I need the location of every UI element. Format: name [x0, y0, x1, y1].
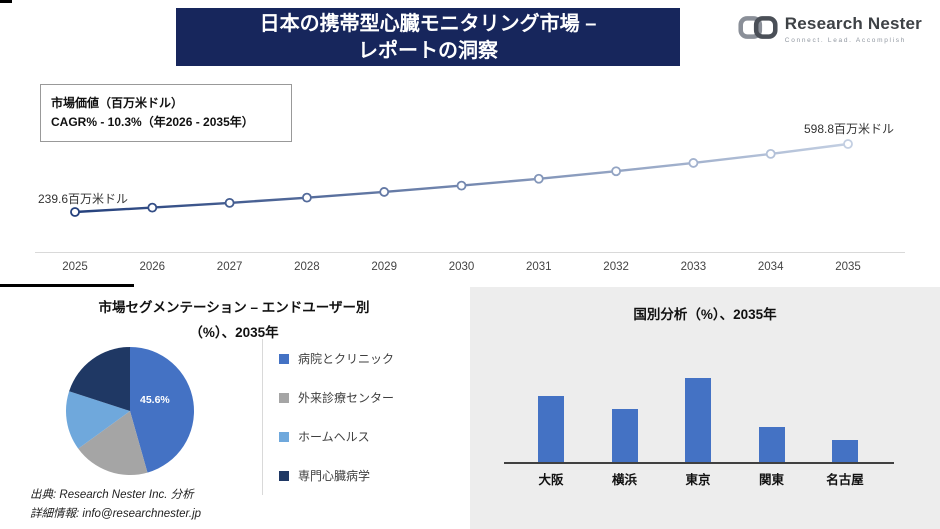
legend-swatch	[279, 470, 289, 481]
bar-3	[758, 426, 785, 462]
report-title-line2: レポートの洞察	[358, 40, 498, 62]
legend-item: 専門心臓病学	[279, 456, 460, 495]
line-point	[611, 166, 621, 177]
pie-slice-2	[65, 391, 130, 449]
pie-slice-0	[130, 347, 195, 473]
year-label: 2032	[603, 261, 629, 273]
legend-swatch	[279, 353, 289, 364]
legend-label: 病院とクリニック	[298, 352, 395, 366]
line-point	[765, 149, 776, 159]
year-label: 2035	[835, 261, 861, 273]
segmentation-title: 市場セグメンテーション – エンドユーザー別 （%）、2035年	[0, 295, 468, 345]
research-nester-logo: Research Nester Connect. Lead. Accomplis…	[738, 14, 922, 44]
contact-line: 詳細情報: info@researchnester.jp	[30, 508, 202, 520]
legend-item: 外来診療センター	[279, 378, 460, 417]
line-chart-svg	[70, 139, 853, 217]
pie-slice-1	[78, 411, 148, 476]
bar-category-label: 大阪	[538, 473, 564, 487]
year-label: 2033	[680, 261, 707, 273]
bar-chart-baseline	[504, 462, 894, 464]
legend-item: ホームヘルス	[279, 417, 460, 456]
year-label: 2026	[139, 261, 166, 273]
segmentation-panel: 市場セグメンテーション – エンドユーザー別 （%）、2035年 45.6% 病…	[0, 287, 468, 529]
year-label: 2030	[448, 261, 475, 273]
legend-label: 外来診療センター	[298, 391, 395, 405]
logo-name: Research Nester	[784, 14, 922, 33]
logo-tagline: Connect. Lead. Accomplish	[784, 37, 907, 44]
pie-chart-svg	[65, 347, 195, 476]
corner-mark	[0, 0, 12, 3]
pie-slice-3	[69, 347, 130, 411]
bar-category-label: 横浜	[611, 473, 637, 487]
market-size-line-chart: 239.6百万米ドル 598.8百万米ドル 2025 2026 2027 2028 20…	[0, 100, 940, 280]
country-analysis-title: 国別分析（%）、2035年	[633, 307, 777, 322]
line-series	[74, 142, 849, 214]
legend-label: ホームヘルス	[298, 430, 370, 444]
legend-swatch	[279, 392, 289, 403]
bar-4	[832, 439, 858, 462]
report-title-banner: 日本の携帯型心臓モニタリング市場 – レポートの洞察	[176, 8, 680, 66]
bar-1	[611, 408, 638, 462]
line-point	[533, 173, 544, 184]
logo-mark-icon	[738, 16, 778, 39]
start-value-label: 239.6百万米ドル	[38, 192, 129, 206]
legend-item: 病院とクリニック	[279, 339, 460, 378]
bar-category-label: 東京	[685, 473, 711, 487]
source-note: 出典: Research Nester Inc. 分析 詳細情報: info@r…	[30, 486, 201, 524]
pie-legend: 病院とクリニック 外来診療センター ホームヘルス 専門心臓病学	[262, 339, 460, 495]
market-value-info-box: 市場価値（百万米ドル） CAGR% - 10.3%（年2026 - 2035年）	[40, 84, 292, 142]
year-label: 2029	[371, 261, 397, 273]
report-title-line1: 日本の携帯型心臓モニタリング市場 –	[259, 13, 597, 35]
line-point	[301, 192, 312, 203]
market-value-label: 市場価値（百万米ドル）	[51, 96, 184, 110]
line-point	[70, 207, 80, 217]
logo-text: Research Nester Connect. Lead. Accomplis…	[785, 14, 922, 44]
legend-swatch	[279, 431, 289, 442]
line-point	[224, 197, 235, 208]
year-label: 2034	[757, 261, 784, 273]
pie-data-label: 45.6%	[140, 394, 170, 406]
year-label: 2025	[62, 261, 88, 273]
year-label: 2027	[216, 261, 243, 273]
bar-0	[538, 395, 564, 462]
year-label: 2031	[526, 261, 552, 273]
legend-label: 専門心臓病学	[298, 469, 371, 483]
line-point	[379, 187, 390, 197]
source-line: 出典: Research Nester Inc. 分析	[30, 489, 194, 501]
segmentation-title-line1: 市場セグメンテーション – エンドユーザー別	[98, 300, 370, 315]
segmentation-title-line2: （%）、2035年	[189, 325, 279, 340]
line-point	[688, 158, 699, 168]
end-value-label: 598.8百万米ドル	[804, 122, 895, 136]
line-point	[843, 139, 853, 149]
bar-category-label: 関東	[758, 473, 784, 487]
line-point	[147, 202, 158, 213]
cagr-label: CAGR% - 10.3%（年2026 - 2035年）	[51, 115, 254, 129]
bar-category-label: 名古屋	[826, 473, 864, 487]
line-point	[456, 180, 467, 191]
country-analysis-panel: 国別分析（%）、2035年 大阪 横浜 東京 関東 名古屋	[470, 287, 940, 529]
bar-2	[685, 378, 711, 462]
year-label: 2028	[294, 261, 320, 273]
x-axis-line	[35, 252, 905, 253]
section-divider	[0, 284, 134, 287]
